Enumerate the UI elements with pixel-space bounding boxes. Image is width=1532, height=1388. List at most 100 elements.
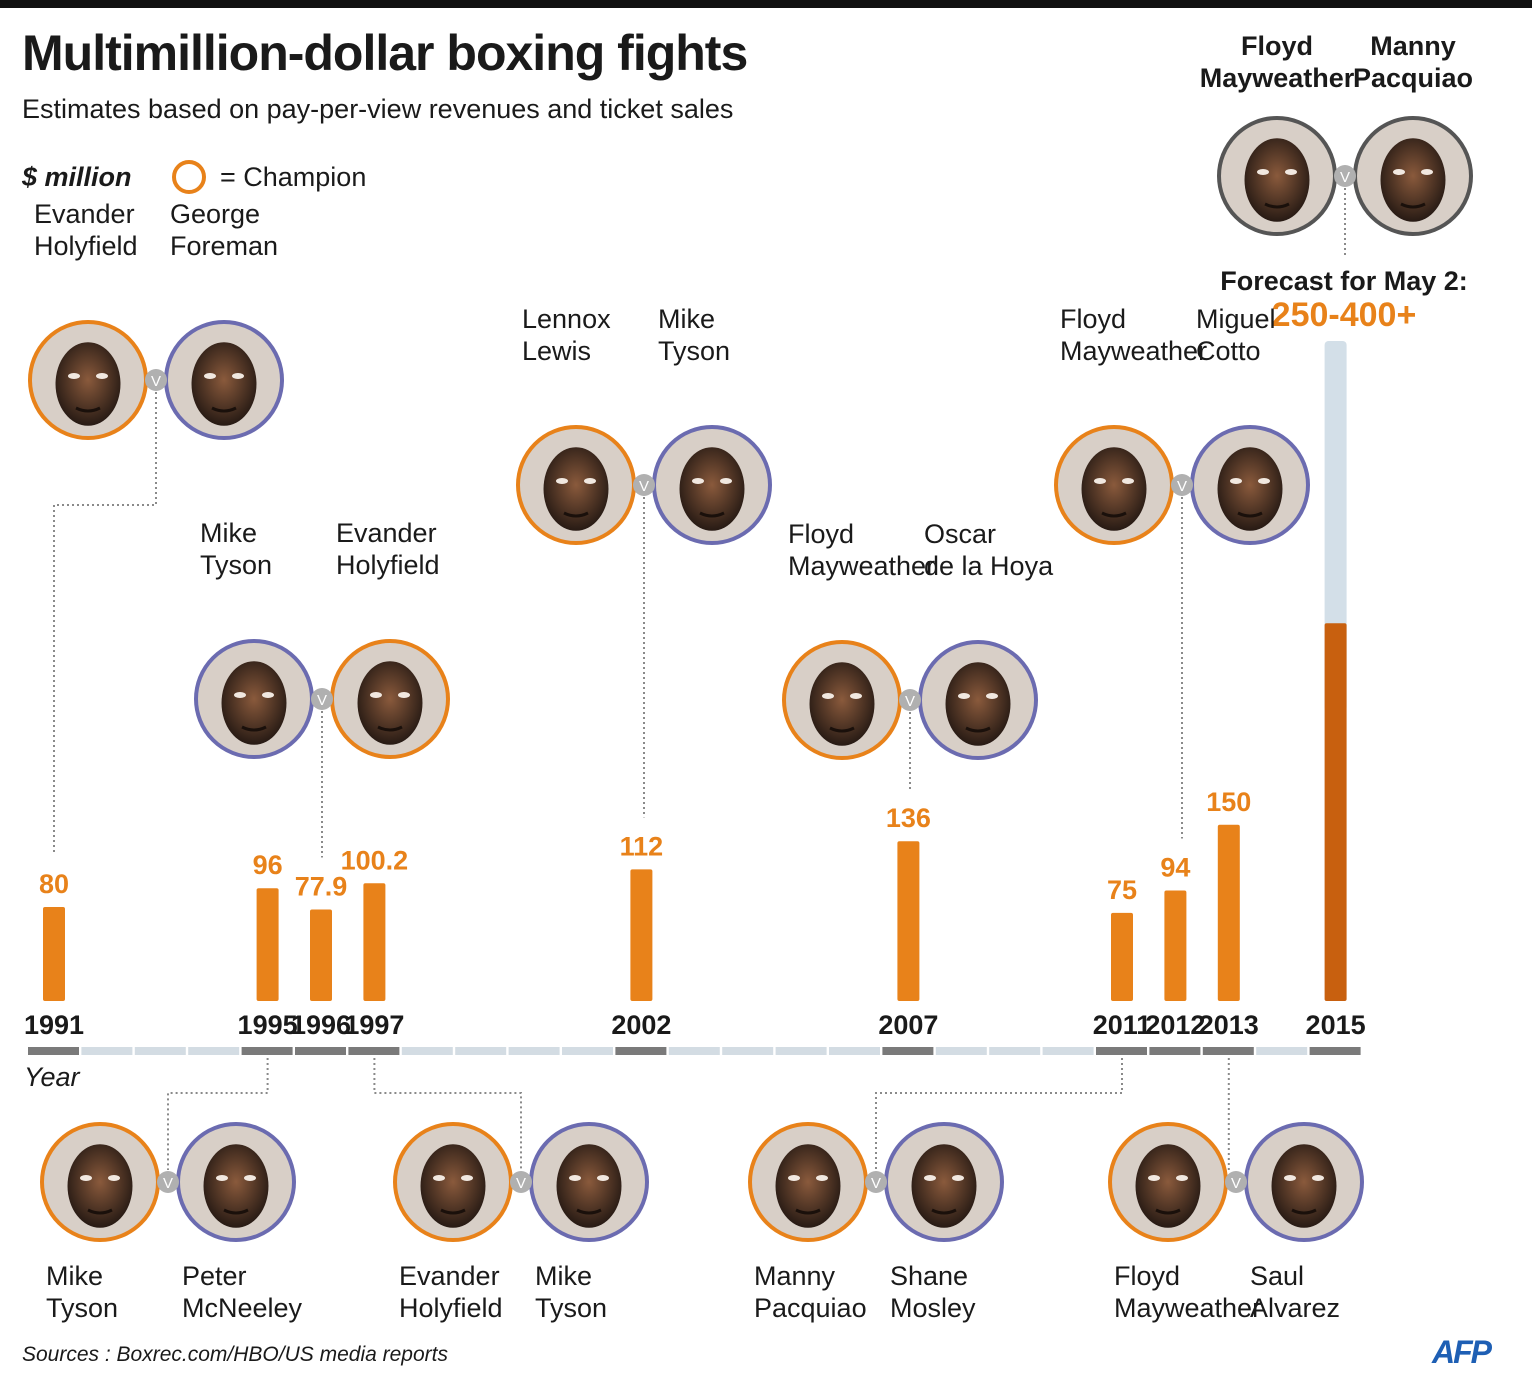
vs-icon-2007: V bbox=[905, 693, 915, 710]
portrait-1997-fighter2-eye-left bbox=[569, 1175, 581, 1181]
fighter1-name-2012: Floyd Mayweather bbox=[1060, 304, 1208, 366]
portrait-2015-fighter1-face bbox=[1244, 138, 1310, 222]
axis-segment-2015 bbox=[1309, 1047, 1361, 1055]
vs-icon-2002: V bbox=[639, 478, 649, 495]
vs-icon-2011: V bbox=[871, 1175, 881, 1192]
vs-badge-1996 bbox=[311, 688, 333, 710]
axis-segment-2012 bbox=[1149, 1047, 1201, 1055]
portrait-2012-fighter1 bbox=[1054, 425, 1174, 545]
portrait-2011-fighter2-face bbox=[911, 1144, 977, 1228]
portrait-2011-fighter1-face bbox=[775, 1144, 841, 1228]
portrait-2015-fighter2-eye-right bbox=[1421, 169, 1433, 175]
portrait-1991-fighter2-eye-right bbox=[232, 373, 244, 379]
portrait-1996-fighter2-eye-left bbox=[370, 692, 382, 698]
axis-segment-1996 bbox=[295, 1047, 346, 1055]
portrait-2007-fighter2-mouth bbox=[965, 726, 991, 733]
fighter2-name-1995: Peter McNeeley bbox=[182, 1261, 303, 1323]
year-label-2015: 2015 bbox=[1306, 1010, 1366, 1040]
portrait-1997-fighter2 bbox=[529, 1122, 649, 1242]
bar-1995 bbox=[256, 888, 279, 1001]
bar-2011 bbox=[1111, 912, 1133, 1001]
fighter2-name-2011: Shane Mosley bbox=[890, 1261, 976, 1323]
axis-segment-2003 bbox=[668, 1047, 720, 1055]
connector-1997 bbox=[373, 1058, 522, 1170]
portrait-1991-fighter1-mouth bbox=[75, 406, 101, 413]
portrait-2012-fighter2-eye-right bbox=[1258, 478, 1270, 484]
axis-segment-1994 bbox=[188, 1047, 240, 1055]
portrait-2011-fighter2-eye-left bbox=[924, 1175, 936, 1181]
portrait-2015-fighter1-mouth bbox=[1264, 202, 1290, 209]
portrait-1996-fighter2-mouth bbox=[377, 725, 403, 732]
fighter1-name-2007: Floyd Mayweather bbox=[788, 519, 936, 581]
portrait-1996-fighter1 bbox=[194, 639, 314, 759]
portrait-2012-fighter2-eye-left bbox=[1230, 478, 1242, 484]
portrait-1997-fighter1 bbox=[393, 1122, 513, 1242]
portrait-2007-fighter1-eye-right bbox=[850, 693, 862, 699]
axis-segment-2005 bbox=[775, 1047, 827, 1055]
axis-segment-1993 bbox=[134, 1047, 186, 1055]
vs-icon-1996: V bbox=[317, 692, 327, 709]
year-label-2007: 2007 bbox=[878, 1010, 938, 1040]
portrait-2012-fighter2-face bbox=[1217, 447, 1283, 531]
value-label-2007: 136 bbox=[886, 803, 931, 833]
portrait-2002-fighter1 bbox=[516, 425, 636, 545]
vs-badge-1995 bbox=[157, 1171, 179, 1193]
connector-1991 bbox=[53, 392, 157, 855]
fighter2-name-2007: Oscar de la Hoya bbox=[924, 519, 1054, 581]
portrait-1995-fighter2-mouth bbox=[223, 1208, 249, 1215]
portrait-2012-fighter1-eye-left bbox=[1094, 478, 1106, 484]
portrait-1997-fighter2-mouth bbox=[576, 1208, 602, 1215]
portrait-2013-fighter1-mouth bbox=[1155, 1208, 1181, 1215]
fighter1-name-2011: Manny Pacquiao bbox=[754, 1261, 867, 1323]
year-label-1991: 1991 bbox=[24, 1010, 84, 1040]
portrait-2015-fighter1-eye-left bbox=[1257, 169, 1269, 175]
vs-icon-1997: V bbox=[516, 1175, 526, 1192]
portrait-1995-fighter2-eye-right bbox=[244, 1175, 256, 1181]
portrait-2011-fighter2 bbox=[884, 1122, 1004, 1242]
year-label-1996: 1996 bbox=[291, 1010, 351, 1040]
axis-segment-2013 bbox=[1202, 1047, 1254, 1055]
value-label-2013: 150 bbox=[1206, 787, 1251, 817]
portrait-1991-fighter2-mouth bbox=[211, 406, 237, 413]
portrait-2015-fighter1-eye-right bbox=[1285, 169, 1297, 175]
bar-1996 bbox=[310, 909, 332, 1001]
portrait-1991-fighter1 bbox=[28, 320, 148, 440]
axis-segment-2006 bbox=[829, 1047, 880, 1055]
portrait-1996-fighter1-eye-right bbox=[262, 692, 274, 698]
axis-segment-2000 bbox=[508, 1047, 560, 1055]
portrait-2002-fighter2-eye-left bbox=[692, 478, 704, 484]
portrait-1991-fighter2-eye-left bbox=[204, 373, 216, 379]
portrait-1996-fighter1-mouth bbox=[241, 725, 267, 732]
fighter1-name-1997: Evander Holyfield bbox=[399, 1261, 503, 1323]
vs-badge-2015 bbox=[1334, 165, 1356, 187]
portrait-1995-fighter1-eye-right bbox=[108, 1175, 120, 1181]
afp-logo: AFP bbox=[1432, 1334, 1492, 1370]
portrait-2015-fighter2 bbox=[1353, 116, 1473, 236]
portrait-2002-fighter1-face bbox=[543, 447, 609, 531]
forecast-low-bar bbox=[1324, 623, 1347, 1001]
portrait-1995-fighter2 bbox=[176, 1122, 296, 1242]
unit-label: $ million bbox=[22, 162, 132, 192]
portrait-2013-fighter1 bbox=[1108, 1122, 1228, 1242]
axis-segment-1998 bbox=[401, 1047, 453, 1055]
bar-1991 bbox=[43, 907, 65, 1001]
axis-segment-2008 bbox=[935, 1047, 987, 1055]
portrait-1997-fighter1-eye-right bbox=[461, 1175, 473, 1181]
vs-badge-1997 bbox=[510, 1171, 532, 1193]
portrait-2011-fighter1-mouth bbox=[795, 1208, 821, 1215]
vs-icon-1995: V bbox=[163, 1175, 173, 1192]
portrait-1996-fighter2 bbox=[330, 639, 450, 759]
axis-segment-1999 bbox=[455, 1047, 507, 1055]
portrait-2011-fighter1-eye-right bbox=[816, 1175, 828, 1181]
forecast-value: 250-400+ bbox=[1271, 296, 1417, 334]
vs-icon-2013: V bbox=[1231, 1175, 1241, 1192]
value-label-1991: 80 bbox=[39, 869, 69, 899]
axis-segment-2010 bbox=[1042, 1047, 1094, 1055]
fighter1-name-2015: Floyd Mayweather bbox=[1199, 31, 1355, 93]
value-label-1996: 77.9 bbox=[295, 871, 348, 901]
value-label-1997: 100.2 bbox=[341, 845, 409, 875]
axis-segment-2001 bbox=[562, 1047, 613, 1055]
fighter2-name-1997: Mike Tyson bbox=[535, 1261, 608, 1323]
